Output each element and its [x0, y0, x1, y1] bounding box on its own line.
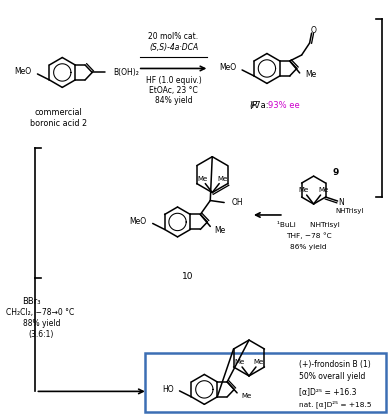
Text: 93% ee: 93% ee	[268, 101, 300, 110]
Text: MeO: MeO	[219, 64, 236, 72]
Text: EtOAc, 23 °C: EtOAc, 23 °C	[149, 86, 198, 95]
Text: 50% overall yield: 50% overall yield	[299, 372, 365, 381]
Text: MeO: MeO	[15, 67, 31, 77]
Bar	[145, 352, 386, 412]
Text: 88% yield: 88% yield	[23, 319, 60, 328]
Text: )-7a:: )-7a:	[249, 101, 269, 110]
Text: boronic acid 2: boronic acid 2	[30, 119, 87, 128]
Text: HF (1.0 equiv.): HF (1.0 equiv.)	[146, 76, 201, 85]
Text: Me: Me	[214, 226, 225, 235]
Text: OH: OH	[232, 198, 244, 207]
Text: 9: 9	[332, 168, 339, 177]
Text: Me: Me	[299, 187, 309, 193]
Text: (S,S)-4a·DCA: (S,S)-4a·DCA	[149, 43, 198, 52]
Text: Me: Me	[197, 176, 207, 182]
Text: Me: Me	[234, 359, 244, 365]
Text: ¹BuLi      NHTrisyl: ¹BuLi NHTrisyl	[277, 221, 340, 228]
Text: N: N	[339, 198, 345, 206]
Text: [α]D²⁵ = +16.3: [α]D²⁵ = +16.3	[299, 387, 356, 396]
Text: O: O	[310, 26, 316, 35]
Text: CH₂Cl₂, −78→0 °C: CH₂Cl₂, −78→0 °C	[5, 308, 74, 317]
Text: 84% yield: 84% yield	[155, 96, 192, 105]
Text: nat. [α]D²⁵ = +18.5: nat. [α]D²⁵ = +18.5	[299, 401, 371, 408]
Text: Me: Me	[318, 187, 328, 193]
Text: 10: 10	[182, 272, 193, 281]
Text: Me: Me	[241, 393, 251, 399]
Text: (+)-frondosin B (1): (+)-frondosin B (1)	[299, 360, 370, 369]
Text: (3.6:1): (3.6:1)	[29, 330, 54, 339]
Text: HO: HO	[162, 385, 174, 394]
Text: Me: Me	[217, 176, 227, 182]
Text: NHTrisyl: NHTrisyl	[335, 208, 364, 214]
Text: MeO: MeO	[130, 217, 147, 226]
Text: 20 mol% cat.: 20 mol% cat.	[149, 32, 199, 41]
Text: commercial: commercial	[34, 108, 82, 117]
Text: BBr₃: BBr₃	[23, 297, 41, 306]
Text: (: (	[249, 101, 253, 110]
Text: 86% yield: 86% yield	[290, 244, 327, 250]
Text: R: R	[252, 101, 258, 110]
Text: THF, −78 °C: THF, −78 °C	[286, 233, 332, 239]
Text: Me: Me	[306, 70, 317, 79]
Text: B(OH)₂: B(OH)₂	[113, 68, 139, 77]
Text: Me: Me	[254, 359, 264, 365]
